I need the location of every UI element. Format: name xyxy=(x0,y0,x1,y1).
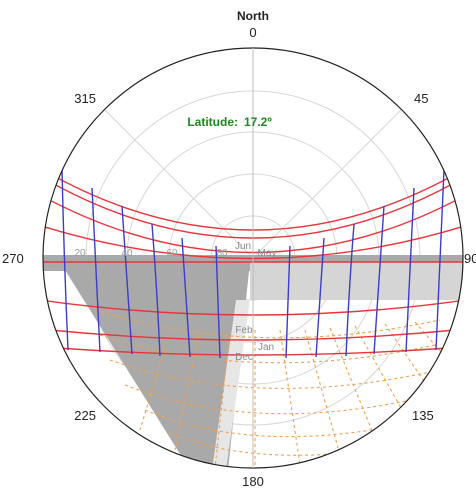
month-label-dec: Dec xyxy=(235,352,253,363)
azimuth-label-90: 90 xyxy=(464,251,476,266)
altitude-label-40: 40 xyxy=(121,248,133,259)
chart-title: North xyxy=(237,9,269,23)
azimuth-label-315: 315 xyxy=(74,91,96,106)
obstruction-stripe xyxy=(212,300,250,468)
month-label-feb: Feb xyxy=(235,325,253,336)
latitude-value: 17.2º xyxy=(244,115,272,129)
azimuth-label-270: 270 xyxy=(2,251,24,266)
azimuth-label-225: 225 xyxy=(74,408,96,423)
obstruction-shadow-band xyxy=(250,262,463,300)
latitude-label: Latitude: xyxy=(187,115,238,129)
month-label-jan: Jan xyxy=(258,342,274,353)
sun-hour-lines xyxy=(61,169,445,359)
month-label-jun: Jun xyxy=(235,241,251,252)
azimuth-label-45: 45 xyxy=(414,91,428,106)
azimuth-label-135: 135 xyxy=(412,408,434,423)
azimuth-label-0: 0 xyxy=(249,25,256,40)
azimuth-label-180: 180 xyxy=(242,474,264,489)
altitude-label-60: 60 xyxy=(166,248,178,259)
altitude-label-80: 80 xyxy=(216,248,228,259)
altitude-label-20: 20 xyxy=(74,248,86,259)
month-label-may: May xyxy=(258,248,277,259)
